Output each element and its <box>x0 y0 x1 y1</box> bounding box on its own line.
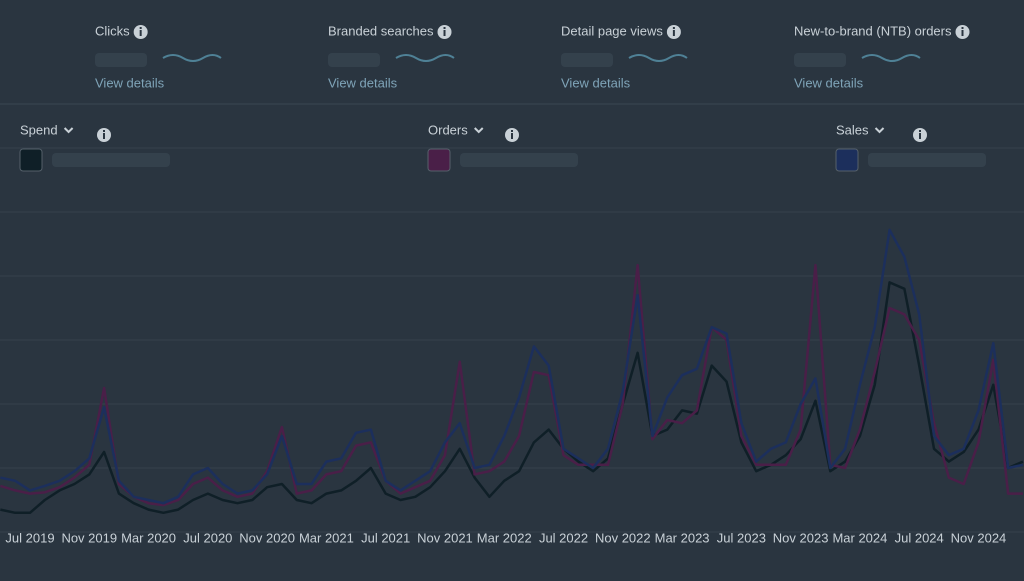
dropdown-caret <box>63 127 74 134</box>
info-glyph <box>672 30 675 36</box>
blurred-value <box>868 153 986 167</box>
info-dot <box>672 27 675 29</box>
info-glyph <box>511 133 513 139</box>
x-tick-label: Mar 2023 <box>655 530 710 545</box>
blurred-value <box>328 53 380 67</box>
x-tick-label: Nov 2019 <box>61 530 117 545</box>
blurred-value <box>460 153 578 167</box>
info-glyph <box>103 133 105 139</box>
x-tick-label: Nov 2023 <box>773 530 829 545</box>
blurred-value <box>561 53 613 67</box>
view-details-link[interactable]: View details <box>794 75 864 90</box>
legend-swatch <box>427 148 451 172</box>
dropdown-caret <box>474 127 484 134</box>
x-tick-label: Jul 2022 <box>539 530 588 545</box>
x-tick-label: Jul 2020 <box>183 530 232 545</box>
x-tick-label: Mar 2021 <box>299 530 354 545</box>
blurred-value <box>95 53 147 67</box>
sparkline <box>628 54 688 62</box>
view-details-link[interactable]: View details <box>561 75 631 90</box>
view-details-link[interactable]: View details <box>95 75 165 90</box>
x-tick-label: Mar 2024 <box>832 530 887 545</box>
x-tick-label: Jul 2021 <box>361 530 410 545</box>
info-glyph <box>961 30 964 36</box>
x-tick-label: Jul 2019 <box>5 530 54 545</box>
legend-swatch <box>19 148 43 172</box>
sparkline <box>162 54 222 62</box>
view-details-link[interactable]: View details <box>328 75 398 90</box>
legend-swatch <box>835 148 859 172</box>
info-glyph <box>919 133 921 139</box>
sparkline <box>861 54 921 62</box>
x-tick-label: Nov 2021 <box>417 530 473 545</box>
metric-label: New-to-brand (NTB) orders <box>794 23 952 38</box>
info-dot <box>511 130 513 132</box>
metric-label: Detail page views <box>561 23 663 38</box>
series-line <box>0 263 1023 507</box>
x-tick-label: Mar 2020 <box>121 530 176 545</box>
series-selector[interactable]: Spend <box>20 122 58 137</box>
info-dot <box>103 130 105 132</box>
series-line <box>0 281 1024 515</box>
x-tick-label: Jul 2024 <box>895 530 944 545</box>
metric-label: Branded searches <box>328 23 434 38</box>
series-line <box>0 228 1024 505</box>
info-dot <box>919 130 921 132</box>
blurred-value <box>52 153 170 167</box>
x-tick-label: Nov 2020 <box>239 530 295 545</box>
info-glyph <box>139 30 142 36</box>
info-dot <box>961 27 964 29</box>
x-tick-label: Jul 2023 <box>717 530 766 545</box>
x-tick-label: Nov 2024 <box>951 530 1007 545</box>
x-tick-label: Mar 2022 <box>477 530 532 545</box>
dropdown-caret <box>874 127 885 134</box>
series-selector[interactable]: Orders <box>428 122 468 137</box>
info-dot <box>139 27 142 29</box>
info-dot <box>443 27 446 29</box>
series-selector[interactable]: Sales <box>836 122 869 137</box>
blurred-value <box>794 53 846 67</box>
sparkline <box>395 54 455 62</box>
x-tick-label: Nov 2022 <box>595 530 651 545</box>
metric-label: Clicks <box>95 23 130 38</box>
info-glyph <box>443 30 446 36</box>
